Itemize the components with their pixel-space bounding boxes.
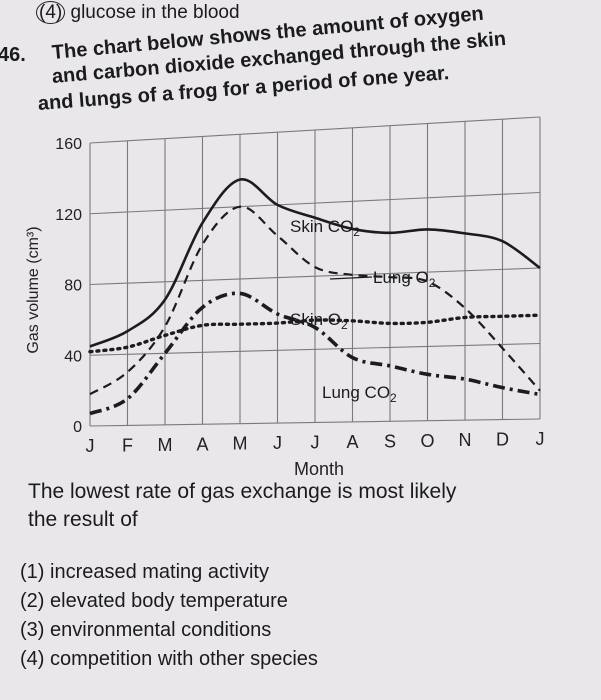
x-tick-label: J [86,436,95,456]
answer-choice-4: (4) competition with other species [20,648,318,670]
question-number: 46. [0,44,26,66]
series-label-subscript: 2 [341,318,348,332]
y-tick-label: 40 [64,348,82,365]
x-tick-label: M [233,434,248,454]
gas-exchange-chart: 0 40 80 120 160 J F M A M J J A S O N D J Month Gas volume … [25,116,545,479]
grid-line-horizontal [89,342,541,356]
series-label-text: Skin O [290,310,341,329]
series-line-skin-o2 [88,313,542,354]
grid-line-horizontal [89,267,541,286]
series-label-text: Lung O [373,268,429,287]
x-tick-label: F [122,435,133,455]
series-label-pointer [329,276,373,280]
x-tick-label: J [311,433,320,453]
x-tick-label: J [536,429,545,449]
y-tick-label: 0 [73,419,82,436]
series-label: Lung CO2 [322,383,397,405]
series-label: Skin O2 [290,310,348,332]
previous-answer-choice: (4) glucose in the blood [36,1,240,24]
question-prompt-line-2: the result of [28,508,138,531]
series-label-subscript: 2 [353,225,360,239]
series-line-lung-o2 [89,205,541,396]
answer-choice-2: (2) elevated body temperature [20,590,288,612]
grid-line-horizontal [89,116,541,144]
series-label-text: Lung CO [322,383,390,402]
x-tick-label: A [196,434,208,454]
x-tick-label: S [384,431,396,451]
grid-line-horizontal [89,418,541,427]
series-line-lung-co2 [89,291,541,416]
series-label-text: Skin CO [290,217,353,236]
y-tick-label: 160 [55,136,82,153]
x-axis-label: Month [294,459,344,479]
x-tick-label: J [273,433,282,453]
x-tick-label: N [459,430,472,450]
x-tick-label: A [346,432,358,452]
y-axis-label: Gas volume (cm³) [25,226,42,353]
series-label-subscript: 2 [429,276,436,290]
question-prompt-line-1: The lowest rate of gas exchange is most … [28,480,457,503]
previous-choice-text: glucose in the blood [70,2,240,23]
x-tick-label: M [158,435,173,455]
y-tick-label: 80 [64,278,82,295]
y-tick-label: 120 [55,207,82,224]
answer-choice-3: (3) environmental conditions [20,619,272,641]
x-tick-label: D [496,430,509,450]
series-label: Skin CO2 [290,217,360,239]
grid-line-horizontal [89,191,541,215]
previous-choice-number: (4) [36,1,66,24]
x-tick-label: O [420,431,434,451]
answer-choice-1: (1) increased mating activity [20,561,269,583]
series-label: Lung O2 [373,268,436,290]
series-label-subscript: 2 [390,391,397,405]
series-line-skin-co2 [89,178,541,348]
